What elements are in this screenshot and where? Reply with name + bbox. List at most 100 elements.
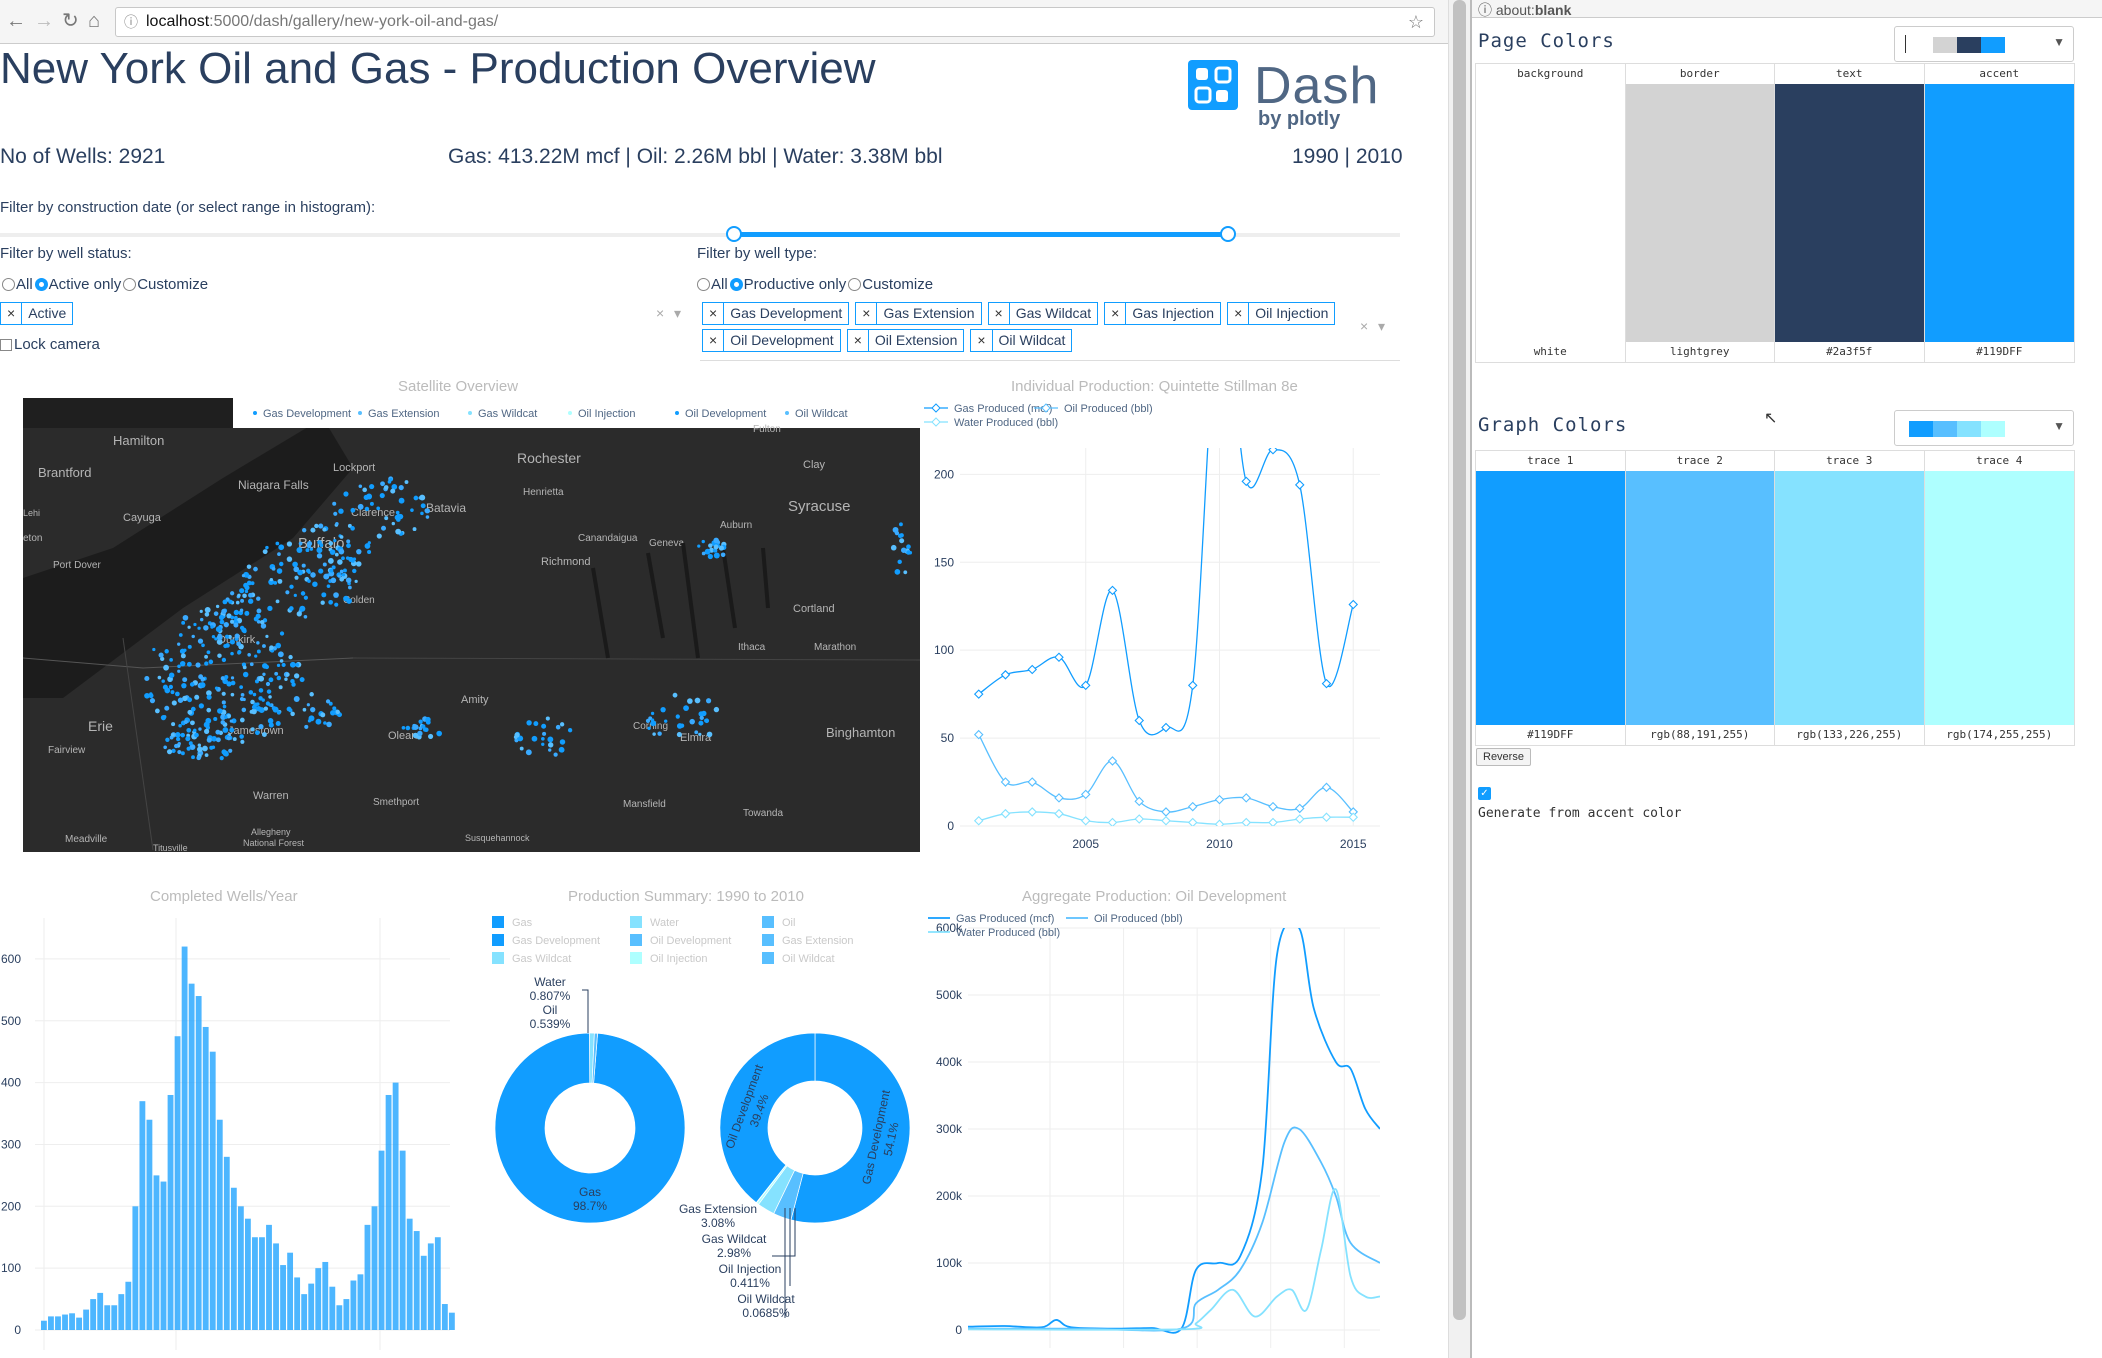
well-marker[interactable] bbox=[239, 685, 244, 689]
well-marker[interactable] bbox=[395, 528, 402, 535]
well-marker[interactable] bbox=[304, 724, 309, 729]
well-marker[interactable] bbox=[348, 585, 352, 590]
well-marker[interactable] bbox=[240, 739, 245, 744]
well-marker[interactable] bbox=[197, 638, 204, 644]
water-point[interactable] bbox=[1000, 808, 1011, 819]
well-marker[interactable] bbox=[276, 663, 281, 668]
histogram-bar[interactable] bbox=[266, 1224, 272, 1330]
well-marker[interactable] bbox=[171, 732, 175, 737]
histogram-bar[interactable] bbox=[188, 983, 195, 1330]
well-marker[interactable] bbox=[306, 568, 311, 573]
type-radio-customize-label[interactable]: Customize bbox=[862, 276, 934, 293]
well-marker[interactable] bbox=[235, 600, 240, 605]
pie1-slice[interactable] bbox=[591, 1032, 598, 1084]
well-marker[interactable] bbox=[204, 753, 209, 757]
well-marker[interactable] bbox=[160, 656, 165, 662]
well-marker[interactable] bbox=[296, 611, 302, 617]
well-marker[interactable] bbox=[292, 561, 298, 568]
well-marker[interactable] bbox=[215, 729, 221, 735]
remove-tag-icon[interactable]: × bbox=[848, 330, 869, 351]
well-marker[interactable] bbox=[701, 539, 705, 544]
well-marker[interactable] bbox=[230, 651, 234, 656]
well-marker[interactable] bbox=[421, 724, 426, 729]
oil-point[interactable] bbox=[1268, 801, 1278, 812]
well-marker[interactable] bbox=[369, 484, 375, 490]
histogram-bar[interactable] bbox=[55, 1316, 61, 1330]
well-marker[interactable] bbox=[149, 692, 153, 696]
well-marker[interactable] bbox=[262, 549, 268, 555]
well-marker[interactable] bbox=[350, 507, 356, 513]
histogram-bar[interactable] bbox=[132, 1206, 139, 1330]
well-marker[interactable] bbox=[171, 722, 176, 727]
well-marker[interactable] bbox=[339, 576, 345, 582]
well-marker[interactable] bbox=[299, 605, 306, 612]
well-marker[interactable] bbox=[250, 727, 255, 732]
remove-tag-icon[interactable]: × bbox=[703, 303, 725, 324]
well-marker[interactable] bbox=[284, 677, 288, 682]
well-marker[interactable] bbox=[269, 645, 274, 651]
well-marker[interactable] bbox=[303, 595, 308, 600]
well-marker[interactable] bbox=[149, 698, 156, 704]
well-marker[interactable] bbox=[230, 615, 235, 620]
well-marker[interactable] bbox=[645, 718, 651, 723]
well-marker[interactable] bbox=[337, 574, 342, 578]
well-marker[interactable] bbox=[174, 743, 179, 749]
well-marker[interactable] bbox=[242, 665, 247, 670]
well-marker[interactable] bbox=[255, 705, 262, 712]
well-marker[interactable] bbox=[333, 511, 338, 516]
well-marker[interactable] bbox=[219, 619, 225, 625]
histogram-bar[interactable] bbox=[434, 1237, 441, 1330]
well-marker[interactable] bbox=[697, 544, 701, 548]
well-marker[interactable] bbox=[229, 727, 235, 733]
well-marker[interactable] bbox=[559, 747, 565, 753]
histogram-bar[interactable] bbox=[90, 1299, 97, 1330]
well-marker[interactable] bbox=[712, 548, 717, 553]
well-marker[interactable] bbox=[193, 622, 197, 627]
well-marker[interactable] bbox=[332, 706, 337, 711]
well-marker[interactable] bbox=[175, 732, 181, 738]
remove-tag-icon[interactable]: × bbox=[1105, 303, 1127, 324]
well-marker[interactable] bbox=[312, 581, 318, 587]
histogram-bar[interactable] bbox=[427, 1243, 434, 1330]
url-bar[interactable]: ⓘ localhost:5000/dash/gallery/new-york-o… bbox=[115, 7, 1435, 37]
year-slider-track[interactable] bbox=[0, 233, 1400, 237]
well-marker[interactable] bbox=[211, 634, 216, 639]
well-marker[interactable] bbox=[268, 703, 272, 707]
well-marker[interactable] bbox=[405, 725, 411, 731]
well-marker[interactable] bbox=[293, 696, 300, 702]
well-marker[interactable] bbox=[198, 703, 204, 709]
year-slider-handle-end[interactable] bbox=[1220, 226, 1236, 242]
well-marker[interactable] bbox=[223, 621, 229, 628]
status-multiselect[interactable]: × Active bbox=[0, 302, 680, 325]
water-aggregate-line[interactable] bbox=[968, 1188, 1380, 1331]
well-marker[interactable] bbox=[218, 614, 225, 621]
well-marker[interactable] bbox=[288, 606, 294, 611]
well-marker[interactable] bbox=[897, 559, 902, 565]
histogram-bar[interactable] bbox=[252, 1237, 258, 1330]
swatch-color[interactable] bbox=[1625, 471, 1774, 725]
well-marker[interactable] bbox=[417, 730, 423, 737]
well-marker[interactable] bbox=[898, 522, 903, 527]
back-icon[interactable]: ← bbox=[6, 10, 26, 32]
well-marker[interactable] bbox=[713, 552, 720, 559]
well-marker[interactable] bbox=[542, 731, 547, 736]
water-point[interactable] bbox=[1027, 807, 1038, 817]
well-marker[interactable] bbox=[278, 544, 285, 551]
well-marker[interactable] bbox=[553, 752, 558, 757]
well-marker[interactable] bbox=[191, 634, 195, 639]
well-marker[interactable] bbox=[525, 749, 532, 756]
well-marker[interactable] bbox=[271, 567, 276, 571]
well-marker[interactable] bbox=[234, 633, 240, 639]
well-marker[interactable] bbox=[267, 718, 274, 724]
well-marker[interactable] bbox=[246, 564, 252, 569]
map-legend-label[interactable]: Gas Development bbox=[263, 408, 351, 420]
well-marker[interactable] bbox=[367, 541, 371, 545]
well-marker[interactable] bbox=[436, 730, 442, 737]
well-marker[interactable] bbox=[253, 702, 258, 707]
well-marker[interactable] bbox=[199, 617, 204, 622]
well-marker[interactable] bbox=[169, 658, 173, 662]
well-marker[interactable] bbox=[239, 697, 245, 702]
chevron-down-icon[interactable]: ▼ bbox=[2053, 419, 2065, 433]
well-marker[interactable] bbox=[333, 592, 339, 598]
well-marker[interactable] bbox=[256, 620, 261, 624]
